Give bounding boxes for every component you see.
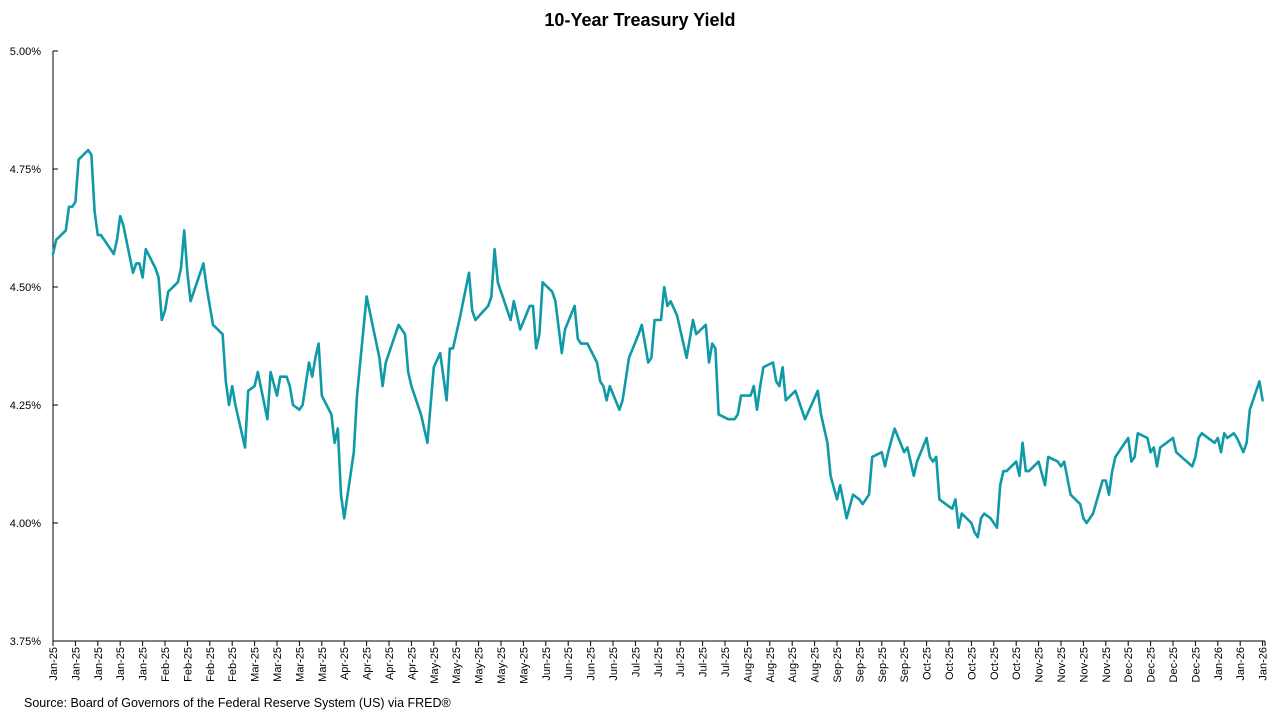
- x-tick-label: Feb-25: [160, 647, 172, 682]
- x-tick-label: Jan-25: [48, 647, 60, 681]
- x-tick-label: Jul-25: [720, 647, 732, 677]
- x-tick-label: Jun-25: [541, 647, 553, 681]
- source-note: Source: Board of Governors of the Federa…: [24, 696, 451, 710]
- x-tick-label: Jun-25: [586, 647, 598, 681]
- x-tick-label: Jan-25: [70, 647, 82, 681]
- x-tick-label: Oct-25: [944, 647, 956, 680]
- x-tick-label: Sep-25: [899, 647, 911, 682]
- x-tick-label: Aug-25: [765, 647, 777, 682]
- x-tick-label: Nov-25: [1101, 647, 1113, 682]
- x-tick-label: Aug-25: [810, 647, 822, 682]
- x-tick-label: Jan-25: [93, 647, 105, 681]
- x-tick-label: Oct-25: [1011, 647, 1023, 680]
- x-tick-label: Dec-25: [1146, 647, 1158, 682]
- x-tick-label: May-25: [474, 647, 486, 684]
- x-tick-label: Oct-25: [989, 647, 1001, 680]
- x-tick-label: Jan-25: [115, 647, 127, 681]
- x-tick-label: Jul-25: [653, 647, 665, 677]
- x-tick-label: Oct-25: [922, 647, 934, 680]
- x-tick-label: Oct-25: [966, 647, 978, 680]
- x-tick-label: Aug-25: [742, 647, 754, 682]
- x-tick-label: Dec-25: [1168, 647, 1180, 682]
- x-tick-label: Jan-26: [1258, 647, 1270, 681]
- x-tick-label: Feb-25: [205, 647, 217, 682]
- x-tick-label: Nov-25: [1056, 647, 1068, 682]
- x-tick-label: Sep-25: [832, 647, 844, 682]
- x-tick-label: Jul-25: [698, 647, 710, 677]
- y-axis-ticks: 3.75% 4.00% 4.25% 4.50% 4.75% 5.00%: [10, 46, 58, 648]
- x-tick-label: Apr-25: [384, 647, 396, 680]
- x-axis-ticks: Jan-25 Jan-25 Jan-25 Jan-25 Jan-25 Feb-25 Feb-…: [48, 641, 1270, 684]
- x-tick-label: Jun-25: [563, 647, 575, 681]
- chart-title: 10-Year Treasury Yield: [544, 10, 736, 30]
- x-tick-label: Apr-25: [339, 647, 351, 680]
- x-tick-label: Jan-26: [1235, 647, 1247, 681]
- x-tick-label: Jul-25: [630, 647, 642, 677]
- y-tick-label: 5.00%: [10, 46, 41, 58]
- y-tick-label: 4.00%: [10, 518, 41, 530]
- series-lines: [51, 148, 1264, 539]
- y-tick-label: 4.50%: [10, 282, 41, 294]
- x-tick-label: Dec-25: [1123, 647, 1135, 682]
- x-tick-label: Apr-25: [406, 647, 418, 680]
- x-tick-label: Nov-25: [1078, 647, 1090, 682]
- x-tick-label: Sep-25: [854, 647, 866, 682]
- yield-line: [51, 148, 1264, 539]
- x-tick-label: May-25: [496, 647, 508, 684]
- x-tick-label: Mar-25: [250, 647, 262, 682]
- y-tick-label: 4.25%: [10, 400, 41, 412]
- x-tick-label: Nov-25: [1034, 647, 1046, 682]
- x-tick-label: Jan-25: [138, 647, 150, 681]
- x-tick-label: Feb-25: [182, 647, 194, 682]
- x-tick-label: Jan-26: [1213, 647, 1225, 681]
- x-tick-label: Feb-25: [227, 647, 239, 682]
- x-tick-label: Jul-25: [675, 647, 687, 677]
- x-tick-label: Mar-25: [272, 647, 284, 682]
- x-tick-label: Jun-25: [608, 647, 620, 681]
- x-tick-label: Mar-25: [294, 647, 306, 682]
- y-tick-label: 3.75%: [10, 636, 41, 648]
- axes: [52, 51, 1265, 642]
- x-tick-label: May-25: [429, 647, 441, 684]
- y-tick-label: 4.75%: [10, 164, 41, 176]
- x-tick-label: Aug-25: [787, 647, 799, 682]
- x-tick-label: Sep-25: [877, 647, 889, 682]
- x-tick-label: May-25: [451, 647, 463, 684]
- x-tick-label: May-25: [518, 647, 530, 684]
- x-tick-label: Dec-25: [1190, 647, 1202, 682]
- x-tick-label: Mar-25: [317, 647, 329, 682]
- x-tick-label: Apr-25: [362, 647, 374, 680]
